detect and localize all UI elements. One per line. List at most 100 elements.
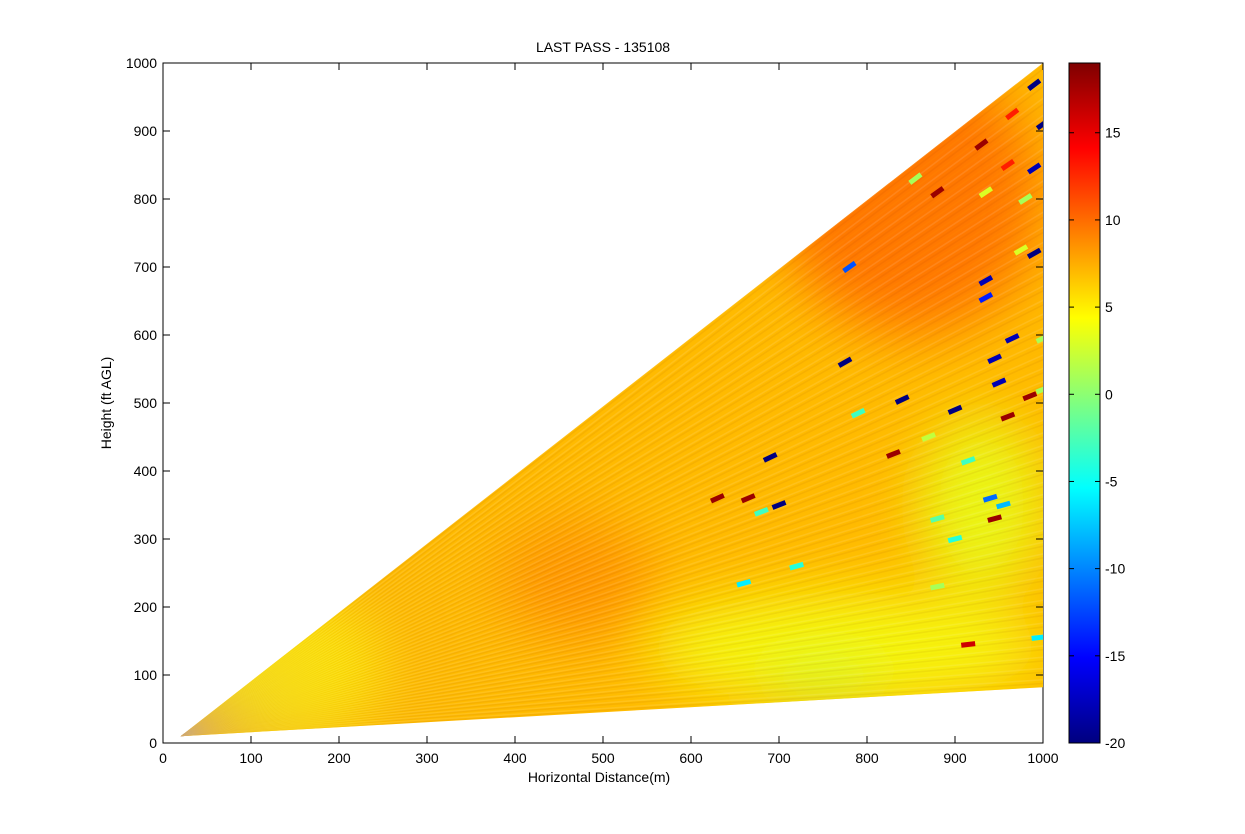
streak — [180, 212, 1044, 737]
streak — [180, 482, 1044, 737]
streak — [180, 605, 1044, 737]
streak — [180, 620, 1044, 737]
streak — [180, 63, 1044, 737]
streak — [180, 391, 1044, 737]
speckle — [837, 356, 853, 368]
streak — [180, 625, 1044, 737]
speckle — [995, 500, 1011, 510]
colorbar-tick-label: -15 — [1105, 648, 1125, 664]
speckle — [930, 186, 945, 199]
speckle — [762, 452, 778, 463]
streak — [180, 250, 1044, 737]
streak — [180, 94, 1044, 737]
streak — [180, 63, 1044, 737]
speckle — [1035, 118, 1044, 131]
speckle — [1018, 193, 1033, 205]
streak — [180, 317, 1044, 737]
streak — [180, 615, 1044, 737]
streak — [180, 371, 1044, 737]
speckle — [1000, 158, 1015, 172]
streak — [180, 208, 1044, 737]
streak — [180, 646, 1044, 737]
streak — [180, 148, 1044, 737]
y-tick-label: 0 — [149, 735, 157, 751]
speckle — [709, 493, 725, 504]
streak — [180, 487, 1044, 737]
streak — [180, 130, 1044, 737]
speckle — [789, 561, 805, 571]
speckle — [982, 493, 998, 503]
streak — [180, 574, 1044, 737]
streak — [180, 226, 1044, 737]
speckle — [978, 292, 994, 304]
streak — [180, 166, 1044, 737]
y-tick-label: 900 — [134, 123, 158, 139]
field-region — [497, 518, 656, 641]
streak — [180, 538, 1044, 737]
speckle — [987, 353, 1003, 365]
streak — [180, 347, 1044, 737]
speckle — [1045, 87, 1059, 99]
x-tick-label: 1000 — [1027, 750, 1058, 766]
streak — [180, 269, 1044, 737]
speckle — [960, 641, 976, 648]
streak — [180, 421, 1044, 737]
streak — [180, 264, 1044, 737]
streak — [180, 446, 1044, 737]
streak — [180, 245, 1044, 737]
streak — [180, 103, 1044, 737]
streak — [180, 456, 1044, 737]
streak — [180, 381, 1044, 737]
streak — [180, 274, 1044, 737]
streak — [180, 152, 1044, 737]
speckle — [1026, 162, 1042, 175]
streak — [180, 502, 1044, 737]
streak — [180, 116, 1044, 737]
streak — [180, 63, 1044, 737]
speckle — [740, 493, 756, 504]
streak — [180, 366, 1044, 737]
x-tick-label: 800 — [855, 750, 879, 766]
streak — [180, 175, 1044, 737]
streak — [180, 73, 1044, 737]
streak — [180, 64, 1044, 737]
streak — [180, 184, 1044, 737]
streak — [180, 241, 1044, 737]
speckle — [885, 449, 901, 459]
streak — [180, 492, 1044, 737]
streak — [180, 523, 1044, 737]
x-axis-label: Horizontal Distance(m) — [528, 769, 670, 785]
streak — [180, 651, 1044, 737]
streak — [180, 81, 1044, 737]
streak — [180, 279, 1044, 737]
streak — [180, 293, 1044, 737]
streak — [180, 631, 1044, 737]
x-tick-label: 0 — [159, 750, 167, 766]
speckle — [771, 500, 787, 510]
streak — [180, 121, 1044, 737]
streak — [180, 467, 1044, 737]
streak — [180, 139, 1044, 737]
streak — [180, 112, 1044, 737]
streak — [180, 157, 1044, 737]
x-tick-label: 200 — [327, 750, 351, 766]
speckle — [987, 514, 1003, 523]
speckle — [1000, 411, 1016, 422]
speckle — [974, 138, 989, 151]
streak — [180, 63, 1044, 737]
speckle — [753, 506, 769, 517]
streak — [180, 63, 1044, 737]
streak — [180, 198, 1044, 737]
streak — [180, 68, 1044, 737]
streak — [180, 63, 1044, 737]
streak — [180, 497, 1044, 737]
streak — [180, 517, 1044, 737]
streak — [180, 255, 1044, 737]
speckle — [1027, 78, 1042, 91]
streak — [180, 477, 1044, 737]
colorbar-tick-label: -20 — [1105, 735, 1125, 751]
y-tick-label: 400 — [134, 463, 158, 479]
x-axis: 0 100 200 300 400 500 600 700 800 900 1000 — [159, 63, 1059, 766]
streak — [180, 108, 1044, 737]
